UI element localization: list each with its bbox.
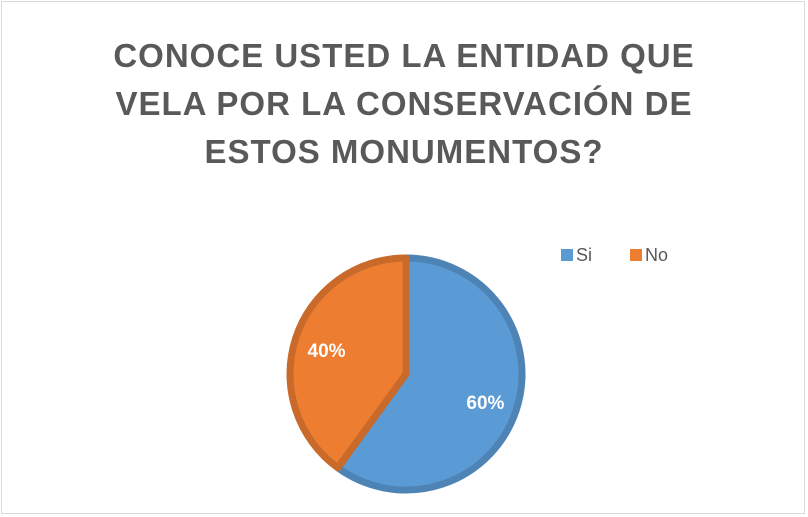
chart-title: CONOCE USTED LA ENTIDAD QUE VELA POR LA …	[113, 37, 695, 170]
legend-label: Si	[576, 245, 592, 265]
legend-label: No	[645, 245, 668, 265]
legend-swatch	[561, 249, 573, 261]
pie-slice	[334, 254, 526, 494]
data-label: 60%	[466, 393, 504, 414]
data-label: 40%	[308, 341, 346, 362]
pie-slice	[286, 254, 410, 472]
legend-swatch	[630, 249, 642, 261]
